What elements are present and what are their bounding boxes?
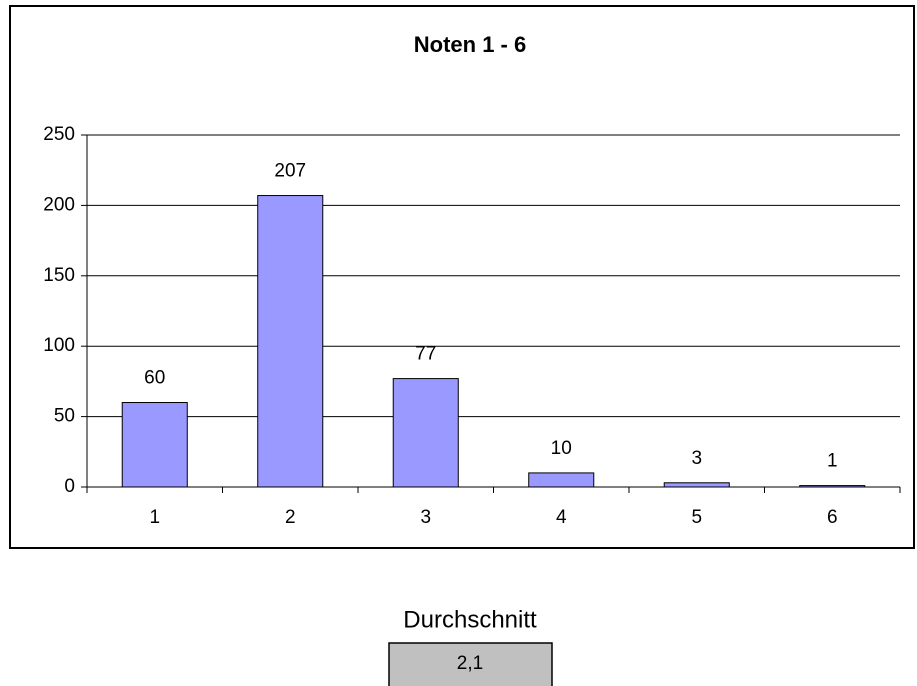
x-tick-label: 5 [691, 507, 702, 528]
data-label: 10 [551, 438, 572, 459]
bar [663, 482, 730, 488]
y-tick-label: 0 [64, 476, 75, 497]
data-label: 77 [415, 344, 436, 365]
y-tick-label: 250 [43, 124, 75, 145]
chart-title: Noten 1 - 6 [414, 32, 526, 57]
average-box [388, 642, 553, 686]
y-tick-label: 150 [43, 265, 75, 286]
data-label: 1 [827, 451, 838, 472]
x-tick-label: 1 [149, 507, 160, 528]
data-label: 207 [274, 161, 306, 182]
x-tick-label: 6 [827, 507, 838, 528]
bar [392, 378, 459, 488]
x-tick-label: 2 [285, 507, 296, 528]
average-label: Durchschnitt [403, 606, 537, 633]
average-value: 2,1 [457, 653, 483, 674]
x-tick-label: 4 [556, 507, 567, 528]
bar [121, 402, 188, 488]
x-tick-label: 3 [420, 507, 431, 528]
y-tick-label: 200 [43, 194, 75, 215]
y-tick-label: 50 [54, 406, 75, 427]
bar [528, 472, 595, 488]
y-tick-label: 100 [43, 335, 75, 356]
data-label: 60 [144, 368, 165, 389]
data-label: 3 [691, 448, 702, 469]
bar [799, 485, 866, 488]
bar [257, 195, 324, 488]
